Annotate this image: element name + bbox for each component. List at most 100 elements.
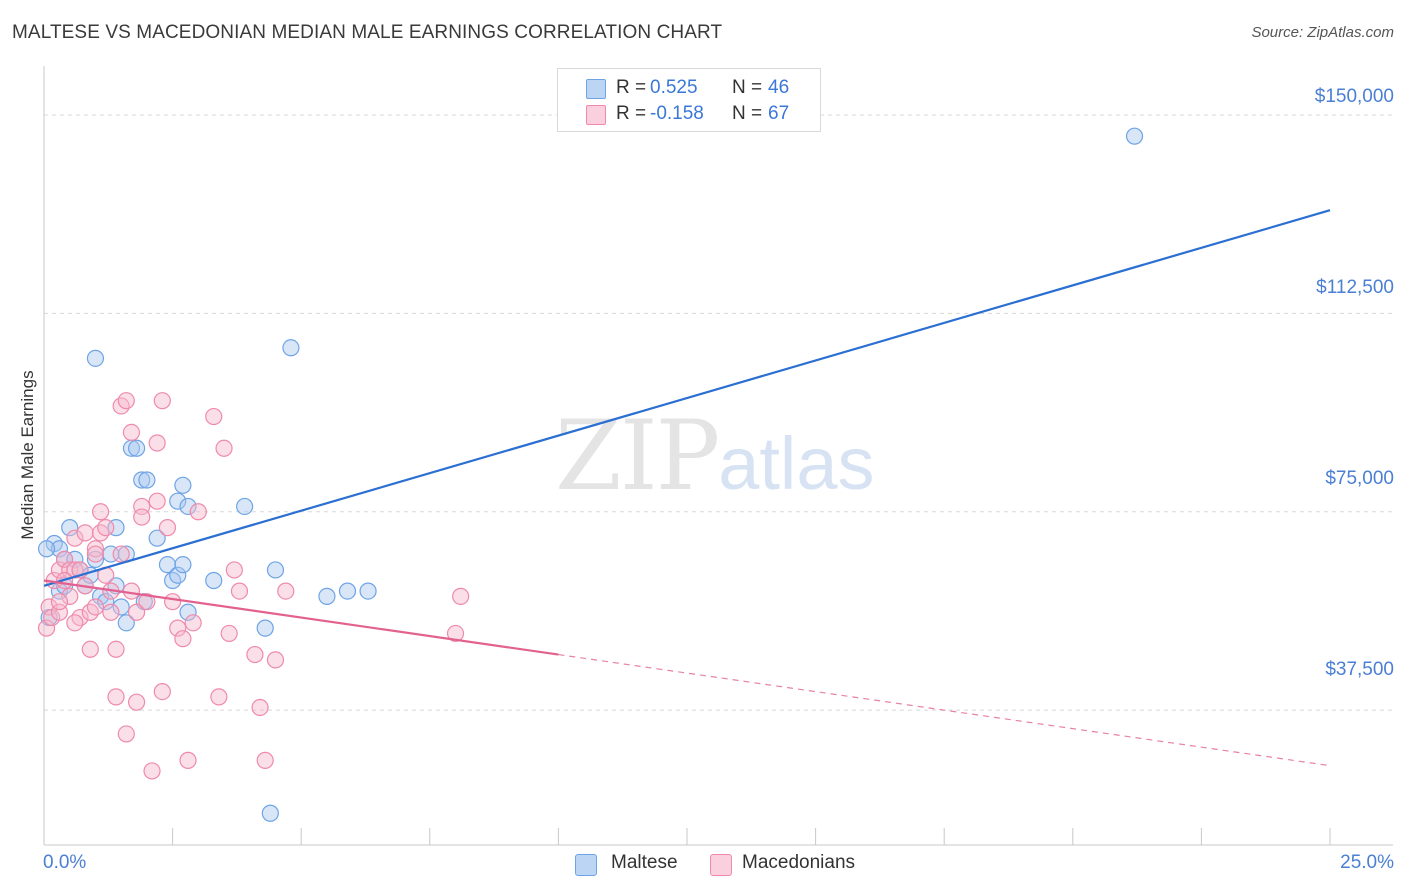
point-maltese bbox=[1125, 127, 1144, 145]
point-maltese bbox=[174, 556, 192, 574]
point-maltese bbox=[133, 471, 151, 489]
point-macedonians bbox=[71, 608, 89, 627]
chart-title: MALTESE VS MACEDONIAN MEDIAN MALE EARNIN… bbox=[12, 22, 723, 43]
point-macedonians bbox=[153, 682, 171, 701]
point-macedonians bbox=[179, 751, 197, 769]
point-maltese bbox=[148, 529, 166, 547]
point-macedonians bbox=[153, 392, 171, 410]
point-maltese bbox=[174, 476, 192, 494]
point-macedonians bbox=[127, 603, 146, 621]
point-maltese bbox=[86, 349, 105, 367]
watermark: ZIPatlas bbox=[555, 400, 875, 512]
point-macedonians bbox=[66, 529, 84, 547]
legend-n-label: N = bbox=[732, 103, 763, 124]
y-tick-label-150000: $150,000 bbox=[1314, 86, 1394, 107]
legend-label-maltese: Maltese bbox=[611, 852, 678, 873]
point-maltese bbox=[169, 566, 187, 584]
point-macedonians bbox=[112, 397, 130, 415]
legend-label-macedonians: Macedonians bbox=[742, 852, 856, 873]
point-maltese bbox=[266, 561, 285, 579]
point-maltese bbox=[236, 497, 254, 516]
legend-r-value: -0.158 bbox=[650, 103, 704, 124]
point-macedonians bbox=[133, 508, 151, 526]
point-macedonians bbox=[86, 540, 105, 558]
point-maltese bbox=[138, 471, 156, 489]
point-maltese bbox=[97, 593, 115, 611]
y-tick-label-112500: $112,500 bbox=[1316, 277, 1394, 298]
legend-n-value: 67 bbox=[768, 103, 790, 124]
point-macedonians bbox=[55, 550, 74, 568]
point-macedonians bbox=[127, 693, 146, 711]
point-macedonians bbox=[184, 614, 202, 632]
point-macedonians bbox=[277, 582, 295, 600]
point-macedonians bbox=[91, 503, 110, 521]
point-maltese bbox=[338, 582, 357, 600]
point-maltese bbox=[256, 619, 274, 637]
legend-r-label: R = bbox=[616, 103, 647, 124]
point-macedonians bbox=[158, 519, 177, 537]
point-macedonians bbox=[117, 725, 135, 743]
trend-line-macedonians bbox=[43, 579, 559, 656]
point-macedonians bbox=[97, 519, 115, 537]
point-macedonians bbox=[148, 492, 166, 510]
point-maltese bbox=[61, 519, 79, 537]
point-macedonians bbox=[220, 624, 238, 643]
point-macedonians bbox=[117, 392, 135, 410]
point-macedonians bbox=[138, 593, 156, 611]
point-maltese bbox=[179, 603, 197, 621]
point-macedonians bbox=[81, 603, 99, 621]
point-macedonians bbox=[81, 640, 99, 658]
correlation-legend: R = 0.525 N = 46 R = -0.158 N = 67 bbox=[557, 68, 821, 132]
point-macedonians bbox=[143, 762, 161, 780]
source-label: Source: ZipAtlas.com bbox=[1251, 24, 1394, 41]
point-macedonians bbox=[61, 587, 79, 605]
point-macedonians bbox=[40, 598, 58, 616]
point-macedonians bbox=[66, 614, 84, 632]
point-maltese bbox=[179, 497, 197, 516]
y-tick-label-75000: $75,000 bbox=[1325, 468, 1394, 489]
legend-swatch-maltese bbox=[575, 854, 597, 876]
point-macedonians bbox=[37, 619, 56, 637]
y-tick-label-37500: $37,500 bbox=[1325, 659, 1394, 680]
point-macedonians bbox=[230, 582, 249, 600]
point-macedonians bbox=[452, 587, 470, 605]
point-macedonians bbox=[225, 561, 243, 579]
legend-row-macedonians: R = -0.158 N = 67 bbox=[558, 102, 820, 128]
trend-line-extension-macedonians bbox=[558, 653, 1331, 767]
point-macedonians bbox=[164, 593, 182, 611]
point-macedonians bbox=[189, 503, 207, 521]
point-macedonians bbox=[107, 688, 125, 706]
point-macedonians bbox=[256, 751, 274, 769]
point-maltese bbox=[205, 571, 223, 590]
point-macedonians bbox=[266, 651, 285, 669]
point-maltese bbox=[127, 439, 146, 457]
point-macedonians bbox=[50, 593, 69, 611]
point-macedonians bbox=[86, 598, 105, 616]
point-macedonians bbox=[122, 423, 141, 442]
point-macedonians bbox=[112, 545, 130, 563]
point-macedonians bbox=[107, 640, 125, 658]
legend-swatch-maltese bbox=[586, 79, 606, 99]
point-macedonians bbox=[76, 524, 94, 542]
watermark-atlas: atlas bbox=[718, 422, 875, 505]
point-maltese bbox=[261, 804, 279, 822]
x-tick-label-max: 25.0% bbox=[1340, 852, 1394, 873]
legend-row-maltese: R = 0.525 N = 46 bbox=[558, 76, 820, 102]
point-macedonians bbox=[91, 524, 110, 542]
point-macedonians bbox=[86, 545, 105, 563]
point-maltese bbox=[117, 614, 135, 632]
point-macedonians bbox=[169, 619, 187, 637]
point-maltese bbox=[37, 540, 56, 558]
point-macedonians bbox=[205, 407, 223, 426]
point-maltese bbox=[112, 598, 130, 616]
point-maltese bbox=[164, 571, 182, 590]
trend-line-maltese bbox=[43, 209, 1331, 587]
legend-r-label: R = bbox=[616, 77, 647, 98]
point-macedonians bbox=[246, 645, 264, 664]
x-tick-label-min: 0.0% bbox=[43, 852, 87, 873]
point-macedonians bbox=[446, 624, 465, 643]
legend-n-label: N = bbox=[732, 77, 763, 98]
point-macedonians bbox=[251, 698, 269, 717]
legend-swatch-macedonians bbox=[586, 105, 606, 125]
